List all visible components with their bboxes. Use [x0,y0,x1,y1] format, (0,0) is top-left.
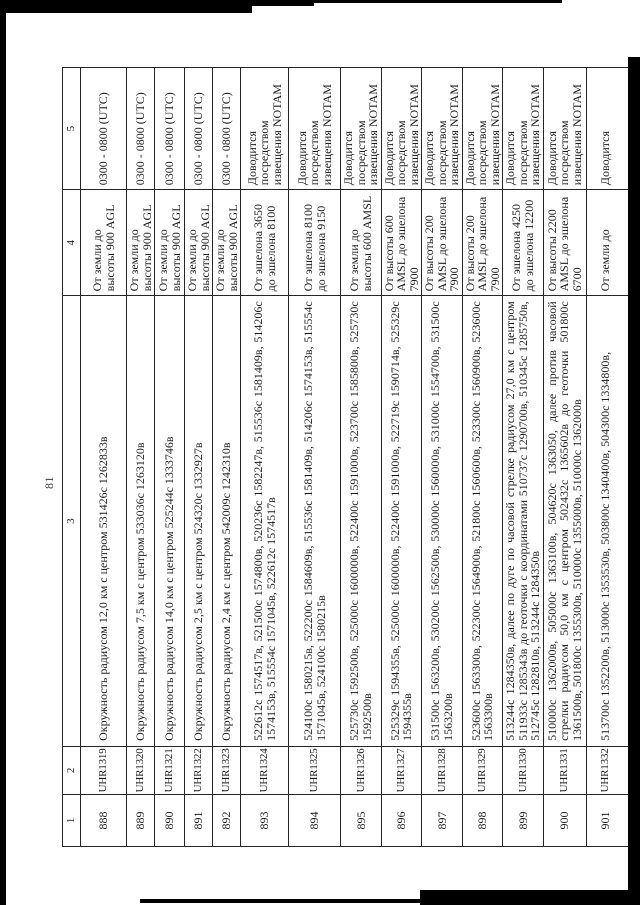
zone-boundary-cell: Окружность радиусом 14,0 км с центром 52… [154,295,185,747]
table-header-row: 1 2 3 4 5 [62,67,81,847]
zone-code-cell: UHR1326 [340,746,381,795]
altitude-range-cell: От земли до высоты 900 AGL [154,189,185,296]
table-row: 890 UHR1321 Окружность радиусом 14,0 км … [154,67,185,847]
altitude-range-cell: От земли до высоты 900 AGL [80,189,127,296]
notification-cell: 0300 - 0800 (UTC) [154,67,185,190]
zone-code-cell: UHR1329 [462,746,503,795]
altitude-range-cell: От земли до высоты 600 AMSL [340,189,381,296]
altitude-range-cell: От земли до высоты 900 AGL [184,189,213,296]
zone-code-cell: UHR1322 [184,746,213,795]
altitude-range-cell: От эшелона 8100 до эшелона 9150 [288,189,341,296]
row-number-cell: 889 [126,794,155,847]
zone-boundary-cell: 510000с 1362000в, 505000с 1363100в, 5046… [543,295,586,747]
zone-boundary-cell: 525329с 1594355в, 525000с 1600000в, 5224… [381,295,422,747]
zone-boundary-cell: 524100с 1580215в, 522200с 1584609в, 5155… [288,295,341,747]
notification-cell: 0300 - 0800 (UTC) [212,67,241,190]
header-col-4: 4 [62,189,81,296]
restricted-zones-table: 1 2 3 4 5 888 UHR1319 Окружность радиусо… [62,67,640,847]
row-number-cell: 895 [340,794,381,847]
scan-edge-bottom [420,890,640,905]
notification-cell: 0300 - 0800 (UTC) [126,67,155,190]
scan-edge-top [314,0,562,3]
zone-code-cell: UHR1330 [502,746,543,795]
row-number-cell: 890 [154,794,185,847]
notification-cell: Доводится посредством извещения NOTAM [462,67,503,190]
zone-boundary-cell: 525730с 1592500в, 525000с 1600000в, 5224… [340,295,381,747]
table-row: 889 UHR1320 Окружность радиусом 7,5 км с… [126,67,155,847]
notification-cell: Доводится посредством извещения NOTAM [543,67,586,190]
scan-edge-right [628,57,640,905]
table-row: 896 UHR1327 525329с 1594355в, 525000с 16… [381,67,422,847]
scan-edge-top [0,0,252,13]
notification-cell: 0300 - 0800 (UTC) [184,67,213,190]
row-number-cell: 900 [543,794,586,847]
altitude-range-cell: От высоты 200 AMSL до эшелона 7900 [462,189,503,296]
altitude-range-cell: От высоты 2200 AMSL до эшелона 6700 [543,189,586,296]
row-number-cell: 899 [502,794,543,847]
table-body: 888 UHR1319 Окружность радиусом 12,0 км … [80,67,640,847]
zone-code-cell: UHR1320 [126,746,155,795]
zone-code-cell: UHR1327 [381,746,422,795]
table-row: 892 UHR1323 Окружность радиусом 2,4 км с… [212,67,241,847]
zone-code-cell: UHR1323 [212,746,241,795]
table-row: 898 UHR1329 523600с 1563300в, 522300с 15… [462,67,503,847]
header-col-3: 3 [62,295,81,747]
notification-cell: Доводится посредством извещения NOTAM [240,67,289,190]
table-row: 899 UHR1330 513244с 1284350в, далее по д… [502,67,543,847]
zone-code-cell: UHR1319 [80,746,127,795]
table-row: 897 UHR1328 531500с 1563200в, 530200с 15… [421,67,462,847]
table-row: 891 UHR1322 Окружность радиусом 2,5 км с… [184,67,213,847]
row-number-cell: 898 [462,794,503,847]
zone-boundary-cell: 523600с 1563300в, 522300с 1564900в, 5218… [462,295,503,747]
table-row: 895 UHR1326 525730с 1592500в, 525000с 16… [340,67,381,847]
scan-edge-left [0,0,6,905]
zone-boundary-cell: 531500с 1563200в, 530200с 1562500в, 5300… [421,295,462,747]
row-number-cell: 896 [381,794,422,847]
notification-cell: Доводится посредством извещения NOTAM [421,67,462,190]
notification-cell: Доводится посредством извещения NOTAM [288,67,341,190]
notification-cell: 0300 - 0800 (UTC) [80,67,127,190]
zone-boundary-cell: Окружность радиусом 2,5 км с центром 524… [184,295,213,747]
header-col-5: 5 [62,67,81,190]
altitude-range-cell: От эшелона 4250 до эшелона 12200 [502,189,543,296]
zone-code-cell: UHR1321 [154,746,185,795]
row-number-cell: 894 [288,794,341,847]
altitude-range-cell: От высоты 600 AMSL до эшелона 7900 [381,189,422,296]
zone-boundary-cell: 513244с 1284350в, далее по дуге по часов… [502,295,543,747]
header-col-1: 1 [62,794,81,847]
table-row: 894 UHR1325 524100с 1580215в, 522200с 15… [288,67,341,847]
header-col-2: 2 [62,746,81,795]
table-row: 888 UHR1319 Окружность радиусом 12,0 км … [80,67,127,847]
zone-boundary-cell: Окружность радиусом 12,0 км с центром 53… [80,295,127,747]
altitude-range-cell: От эшелона 3650 до эшелона 8100 [240,189,289,296]
notification-cell: Доводится посредством извещения NOTAM [502,67,543,190]
notification-cell: Доводится посредством извещения NOTAM [381,67,422,190]
notification-cell: Доводится посредством извещения NOTAM [340,67,381,190]
altitude-range-cell: От земли до высоты 900 AGL [126,189,155,296]
table-row: 900 UHR1331 510000с 1362000в, 505000с 13… [543,67,586,847]
altitude-range-cell: От земли до высоты 900 AGL [212,189,241,296]
table-row: 893 UHR1324 522612с 1574517в, 521500с 15… [240,67,289,847]
zone-code-cell: UHR1331 [543,746,586,795]
row-number-cell: 892 [212,794,241,847]
scan-edge-top [252,0,314,6]
row-number-cell: 888 [80,794,127,847]
row-number-cell: 897 [421,794,462,847]
page-number: 81 [42,476,56,489]
scan-edge-bottom [140,899,425,903]
zone-code-cell: UHR1328 [421,746,462,795]
zone-code-cell: UHR1325 [288,746,341,795]
zone-boundary-cell: Окружность радиусом 7,5 км с центром 533… [126,295,155,747]
row-number-cell: 893 [240,794,289,847]
zone-code-cell: UHR1324 [240,746,289,795]
zone-boundary-cell: 522612с 1574517в, 521500с 1574800в, 5202… [240,295,289,747]
zone-boundary-cell: Окружность радиусом 2,4 км с центром 542… [212,295,241,747]
row-number-cell: 891 [184,794,213,847]
altitude-range-cell: От высоты 200 AMSL до эшелона 7900 [421,189,462,296]
